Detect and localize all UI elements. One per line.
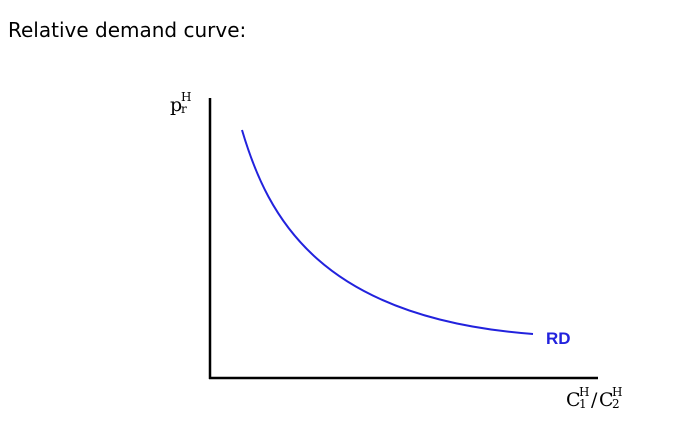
x-axis-label-c1-sup: H bbox=[579, 385, 589, 399]
x-axis-label-c1: C bbox=[566, 389, 581, 411]
y-axis-label-sub: r bbox=[181, 102, 187, 116]
page-heading: Relative demand curve: bbox=[8, 18, 247, 42]
rd-curve bbox=[241, 129, 534, 335]
x-axis-label-c1-sub: 1 bbox=[579, 397, 587, 411]
y-axis-label-sup: H bbox=[181, 90, 191, 104]
x-axis-label-c2-sub: 2 bbox=[612, 397, 620, 411]
x-axis-label-c2: C bbox=[599, 389, 614, 411]
x-axis-label-c2-sup: H bbox=[612, 385, 622, 399]
x-axis-label-slash: / bbox=[591, 389, 598, 411]
y-axis-label: p bbox=[170, 94, 182, 116]
y-label-base: p bbox=[170, 94, 182, 116]
rd-curve-label: RD bbox=[546, 329, 571, 348]
